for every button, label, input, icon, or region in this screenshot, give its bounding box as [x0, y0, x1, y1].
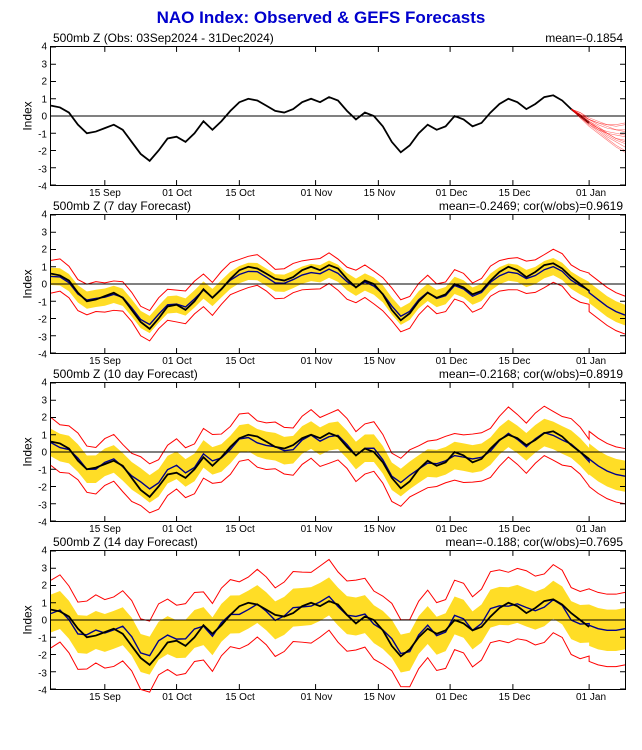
x-tick-label: 15 Oct — [225, 353, 254, 367]
y-tick-label: -1 — [38, 633, 51, 644]
y-tick-label: -2 — [38, 315, 51, 326]
x-tick-label: 01 Nov — [301, 689, 333, 703]
y-axis-label: Index — [21, 605, 35, 634]
y-tick-label: 4 — [41, 378, 51, 389]
y-tick-label: 0 — [41, 616, 51, 627]
x-tick-label: 15 Oct — [225, 185, 254, 199]
plot-svg — [51, 551, 625, 689]
x-tick-label: 01 Nov — [301, 185, 333, 199]
y-tick-label: -1 — [38, 129, 51, 140]
x-tick-label: 15 Oct — [225, 689, 254, 703]
y-tick-label: 1 — [41, 94, 51, 105]
panel-subtitle-left: 500mb Z (10 day Forecast) — [53, 367, 198, 381]
x-tick-label: 01 Nov — [301, 521, 333, 535]
forecast-band — [51, 577, 625, 674]
chart-panel-p1: 500mb Z (7 day Forecast)mean=-0.2469; co… — [50, 214, 626, 354]
y-tick-label: -3 — [38, 668, 51, 679]
y-tick-label: -2 — [38, 483, 51, 494]
x-tick-label: 01 Oct — [162, 185, 191, 199]
y-tick-label: 3 — [41, 395, 51, 406]
panel-subtitle-left: 500mb Z (14 day Forecast) — [53, 535, 198, 549]
plot-svg — [51, 215, 625, 353]
x-tick-label: 15 Sep — [89, 353, 121, 367]
y-tick-label: 2 — [41, 413, 51, 424]
x-tick-label: 15 Oct — [225, 521, 254, 535]
x-tick-label: 01 Jan — [576, 185, 606, 199]
x-tick-label: 01 Jan — [576, 689, 606, 703]
x-tick-label: 15 Dec — [499, 521, 531, 535]
panel-subtitle-left: 500mb Z (7 day Forecast) — [53, 199, 191, 213]
x-tick-label: 01 Jan — [576, 353, 606, 367]
x-tick-label: 01 Oct — [162, 689, 191, 703]
chart-panel-p0: 500mb Z (Obs: 03Sep2024 - 31Dec2024)mean… — [50, 46, 626, 186]
x-tick-label: 01 Jan — [576, 521, 606, 535]
y-tick-label: -3 — [38, 332, 51, 343]
y-tick-label: 0 — [41, 112, 51, 123]
page-title: NAO Index: Observed & GEFS Forecasts — [0, 0, 642, 32]
obs-line — [51, 95, 589, 161]
y-tick-label: 4 — [41, 546, 51, 557]
y-tick-label: 3 — [41, 563, 51, 574]
y-tick-label: 4 — [41, 42, 51, 53]
y-tick-label: -4 — [38, 518, 51, 529]
y-tick-label: 2 — [41, 245, 51, 256]
y-axis-label: Index — [21, 101, 35, 130]
ensemble-member — [571, 109, 625, 135]
y-tick-label: 2 — [41, 581, 51, 592]
y-tick-label: -3 — [38, 500, 51, 511]
ensemble-member — [571, 109, 625, 126]
y-tick-label: 0 — [41, 448, 51, 459]
panel-subtitle-right: mean=-0.1854 — [545, 31, 623, 45]
x-tick-label: 15 Dec — [499, 353, 531, 367]
y-tick-label: -4 — [38, 686, 51, 697]
x-tick-label: 15 Nov — [364, 689, 396, 703]
x-tick-label: 15 Sep — [89, 689, 121, 703]
x-tick-label: 15 Sep — [89, 185, 121, 199]
chart-panel-p3: 500mb Z (14 day Forecast)mean=-0.188; co… — [50, 550, 626, 690]
y-tick-label: -4 — [38, 350, 51, 361]
panel-subtitle-right: mean=-0.188; cor(w/obs)=0.7695 — [446, 535, 623, 549]
panel-subtitle-right: mean=-0.2469; cor(w/obs)=0.9619 — [439, 199, 623, 213]
panel-subtitle-left: 500mb Z (Obs: 03Sep2024 - 31Dec2024) — [53, 31, 274, 45]
plot-svg — [51, 383, 625, 521]
x-tick-label: 01 Oct — [162, 521, 191, 535]
panel-subtitle-right: mean=-0.2168; cor(w/obs)=0.8919 — [439, 367, 623, 381]
x-tick-label: 15 Nov — [364, 353, 396, 367]
y-tick-label: 4 — [41, 210, 51, 221]
x-tick-label: 01 Dec — [436, 353, 468, 367]
y-tick-label: -3 — [38, 164, 51, 175]
y-tick-label: 3 — [41, 227, 51, 238]
y-tick-label: -2 — [38, 651, 51, 662]
y-tick-label: 2 — [41, 77, 51, 88]
y-tick-label: 1 — [41, 262, 51, 273]
x-tick-label: 15 Nov — [364, 521, 396, 535]
y-tick-label: -4 — [38, 182, 51, 193]
y-tick-label: -2 — [38, 147, 51, 158]
y-tick-label: -1 — [38, 297, 51, 308]
x-tick-label: 01 Oct — [162, 353, 191, 367]
x-tick-label: 15 Dec — [499, 185, 531, 199]
x-tick-label: 01 Nov — [301, 353, 333, 367]
y-tick-label: 1 — [41, 430, 51, 441]
y-tick-label: 1 — [41, 598, 51, 609]
x-tick-label: 01 Dec — [436, 689, 468, 703]
plot-svg — [51, 47, 625, 185]
x-tick-label: 15 Dec — [499, 689, 531, 703]
x-tick-label: 15 Nov — [364, 185, 396, 199]
x-tick-label: 01 Dec — [436, 521, 468, 535]
y-axis-label: Index — [21, 269, 35, 298]
y-tick-label: 0 — [41, 280, 51, 291]
x-tick-label: 15 Sep — [89, 521, 121, 535]
x-tick-label: 01 Dec — [436, 185, 468, 199]
y-tick-label: 3 — [41, 59, 51, 70]
y-axis-label: Index — [21, 437, 35, 466]
chart-panel-p2: 500mb Z (10 day Forecast)mean=-0.2168; c… — [50, 382, 626, 522]
y-tick-label: -1 — [38, 465, 51, 476]
